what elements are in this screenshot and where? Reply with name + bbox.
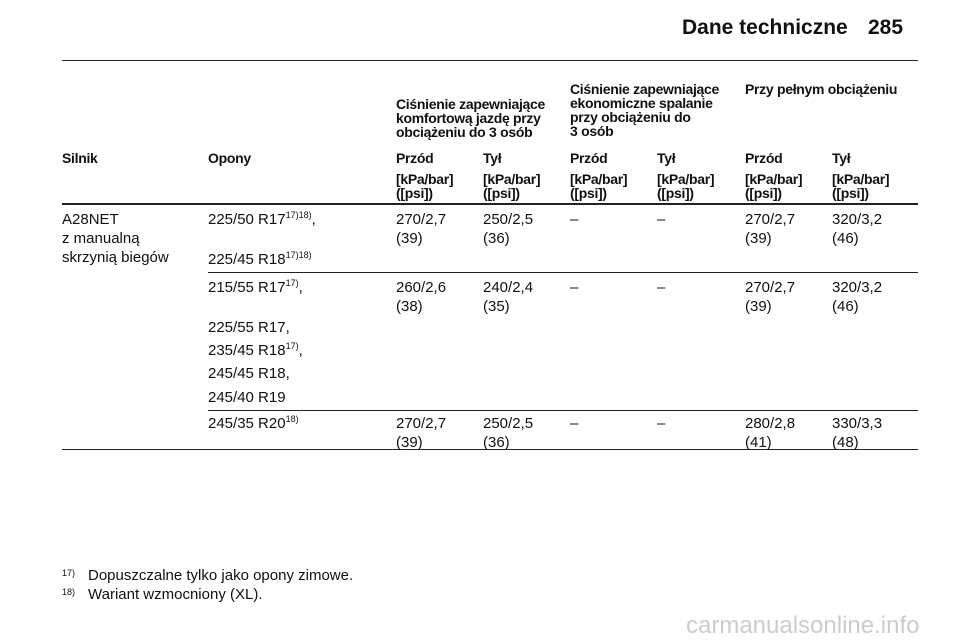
pressure: 270/2,7	[396, 415, 447, 432]
pressure: (39)	[396, 230, 423, 247]
pressure: –	[657, 211, 666, 228]
rule	[62, 203, 918, 205]
pressure: (36)	[483, 434, 510, 451]
tire: 225/50 R1717)18),	[208, 210, 316, 230]
footnote-ref: 17)	[285, 341, 299, 351]
footnote-mark: 17)	[62, 568, 76, 578]
pressure: (39)	[745, 298, 772, 315]
engine: skrzynią biegów	[62, 249, 169, 266]
tire-size: 235/45 R18	[208, 342, 286, 359]
unit-header: [kPa/bar]	[396, 171, 454, 187]
engine: A28NET	[62, 211, 119, 228]
column-header: Silnik	[62, 150, 98, 166]
unit-header: ([psi])	[570, 185, 607, 201]
unit-header: [kPa/bar]	[657, 171, 715, 187]
rule	[62, 449, 918, 450]
unit-header: ([psi])	[832, 185, 869, 201]
pressure: (48)	[832, 434, 859, 451]
pressure: 250/2,5	[483, 415, 534, 432]
unit-header: [kPa/bar]	[745, 171, 803, 187]
pressure: 320/3,2	[832, 279, 883, 296]
column-header: Przód	[745, 150, 783, 166]
pressure: (41)	[745, 434, 772, 451]
tire: 235/45 R1817),	[208, 341, 303, 361]
pressure: (46)	[832, 230, 859, 247]
unit-header: ([psi])	[745, 185, 782, 201]
tire: 245/40 R19	[208, 388, 286, 408]
unit-header: ([psi])	[483, 185, 520, 201]
group-header: Ciśnienie zapewniające	[570, 81, 720, 97]
tire: 225/55 R17,	[208, 318, 290, 338]
pressure: 270/2,7	[745, 211, 796, 228]
rule	[208, 410, 918, 411]
tire-size: 225/55 R17,	[208, 319, 290, 336]
unit-header: ([psi])	[657, 185, 694, 201]
rule	[62, 60, 918, 61]
pressure: –	[657, 415, 666, 432]
header-title: Dane techniczne	[682, 16, 848, 39]
footnote: Dopuszczalne tylko jako opony zimowe.	[88, 567, 354, 584]
pressure: (35)	[483, 298, 510, 315]
tire-size: 245/40 R19	[208, 389, 286, 406]
tire-size: 215/55 R17	[208, 279, 286, 296]
group-header: Przy pełnym obciążeniu	[745, 81, 898, 97]
punct: ,	[298, 279, 303, 296]
pressure: (39)	[396, 434, 423, 451]
footnote-ref: 17)	[285, 278, 299, 288]
tire: 215/55 R1717),	[208, 278, 303, 298]
pressure: –	[570, 279, 579, 296]
group-header: ekonomiczne spalanie	[570, 95, 713, 111]
tire-size: 225/50 R17	[208, 211, 286, 228]
tire: 225/45 R1817)18)	[208, 250, 312, 270]
footnote: Wariant wzmocniony (XL).	[88, 586, 263, 603]
group-header: Ciśnienie zapewniające	[396, 96, 546, 112]
group-header: przy obciążeniu do	[570, 109, 691, 125]
pressure: (36)	[483, 230, 510, 247]
unit-header: ([psi])	[396, 185, 433, 201]
column-header: Przód	[570, 150, 608, 166]
unit-header: [kPa/bar]	[832, 171, 890, 187]
column-header: Tył	[657, 150, 676, 166]
pressure: –	[570, 415, 579, 432]
group-header: komfortową jazdę przy	[396, 110, 541, 126]
punct: ,	[311, 211, 316, 228]
footnote-ref: 17)18)	[285, 210, 312, 220]
column-header: Przód	[396, 150, 434, 166]
group-header: 3 osób	[570, 123, 614, 139]
pressure: 250/2,5	[483, 211, 534, 228]
pressure: 320/3,2	[832, 211, 883, 228]
group-header: obciążeniu do 3 osób	[396, 124, 533, 140]
footnote-mark: 18)	[62, 587, 76, 597]
unit-header: [kPa/bar]	[483, 171, 541, 187]
unit-header: [kPa/bar]	[570, 171, 628, 187]
pressure: 260/2,6	[396, 279, 447, 296]
footnote-ref: 17)18)	[285, 250, 312, 260]
pressure: –	[657, 279, 666, 296]
pressure: 240/2,4	[483, 279, 534, 296]
pressure: (38)	[396, 298, 423, 315]
pressure: 330/3,3	[832, 415, 883, 432]
tire-size: 225/45 R18	[208, 251, 286, 268]
column-header: Opony	[208, 150, 251, 166]
engine: z manualną	[62, 230, 140, 247]
page-number: 285	[868, 16, 904, 39]
column-header: Tył	[832, 150, 851, 166]
tire: 245/45 R18,	[208, 364, 290, 384]
punct: ,	[298, 342, 303, 359]
pressure: (39)	[745, 230, 772, 247]
tire-size: 245/35 R20	[208, 415, 286, 432]
pressure: (46)	[832, 298, 859, 315]
tire: 245/35 R2018)	[208, 414, 299, 434]
pressure: 270/2,7	[745, 279, 796, 296]
pressure: 270/2,7	[396, 211, 447, 228]
column-header: Tył	[483, 150, 502, 166]
rule	[208, 272, 918, 273]
pressure: 280/2,8	[745, 415, 796, 432]
tire-size: 245/45 R18,	[208, 365, 290, 382]
footnote-ref: 18)	[285, 414, 299, 424]
pressure: –	[570, 211, 579, 228]
watermark: carmanualsonline.info	[686, 612, 920, 639]
